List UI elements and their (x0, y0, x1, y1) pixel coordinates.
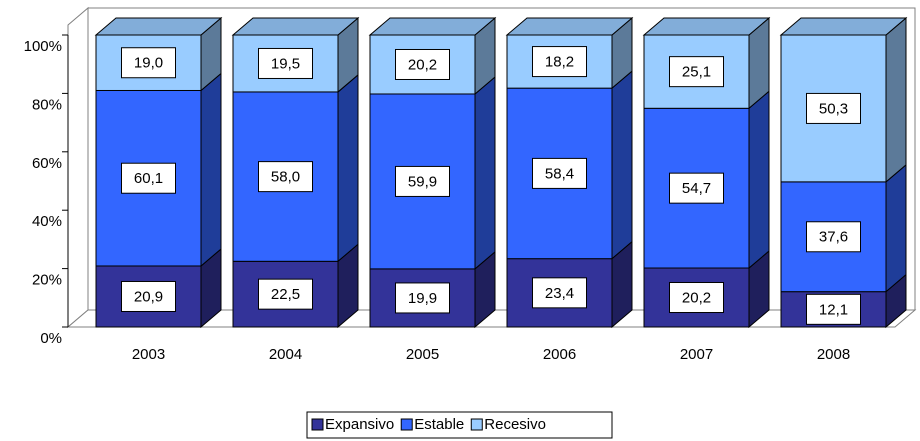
x-tick-label: 2003 (132, 346, 165, 363)
x-tick-label: 2008 (817, 346, 850, 363)
legend-swatch (400, 418, 413, 431)
data-label-box (121, 162, 176, 194)
data-label-box (532, 277, 587, 309)
bar-top (94, 17, 223, 36)
data-label-box (669, 172, 724, 204)
legend-label: Estable (414, 416, 464, 433)
bar-side (200, 72, 222, 268)
legend-swatch (470, 418, 483, 431)
bar-top (505, 17, 634, 36)
legend (306, 411, 613, 439)
data-label: 54,7 (682, 180, 711, 197)
y-tick-label: 0% (40, 330, 62, 347)
data-label: 18,2 (545, 54, 574, 71)
data-label-box (121, 280, 176, 312)
data-label: 12,1 (819, 301, 848, 318)
data-label: 19,9 (408, 290, 437, 307)
y-tick-label: 40% (32, 213, 62, 230)
data-label-box (258, 278, 313, 310)
bar-side (748, 90, 770, 270)
legend-swatch (311, 418, 324, 431)
data-label: 19,5 (271, 55, 300, 72)
bar-side (474, 75, 496, 270)
data-label: 58,0 (271, 169, 300, 186)
data-label: 22,5 (271, 286, 300, 303)
bar-top (642, 17, 771, 36)
data-label-box (395, 165, 450, 197)
side-wall (67, 6, 89, 329)
bar-top (779, 17, 908, 36)
data-label: 58,4 (545, 165, 574, 182)
bar-top (368, 17, 497, 36)
y-tick-label: 100% (24, 38, 62, 55)
data-label-box (532, 46, 587, 78)
data-label-box (532, 157, 587, 189)
data-label-box (669, 56, 724, 88)
legend-label: Expansivo (325, 416, 394, 433)
data-label-box (395, 48, 450, 80)
data-label: 19,0 (134, 55, 163, 72)
data-label: 37,6 (819, 229, 848, 246)
bar-top (231, 17, 360, 36)
data-label-box (395, 282, 450, 314)
bar-side (337, 73, 359, 263)
x-tick-label: 2006 (543, 346, 576, 363)
data-label: 20,9 (134, 288, 163, 305)
legend-label: Recesivo (484, 416, 546, 433)
data-label: 25,1 (682, 64, 711, 81)
data-label-box (806, 92, 861, 124)
x-tick-label: 2004 (269, 346, 302, 363)
y-tick-label: 80% (32, 96, 62, 113)
bar-side (611, 70, 633, 260)
x-tick-label: 2005 (406, 346, 439, 363)
data-label: 50,3 (819, 100, 848, 117)
data-label: 23,4 (545, 285, 574, 302)
data-label-box (806, 293, 861, 325)
data-label: 60,1 (134, 170, 163, 187)
data-label-box (806, 221, 861, 253)
bar-side (885, 163, 907, 293)
data-label-box (121, 47, 176, 79)
bar-side (885, 16, 907, 183)
data-label: 20,2 (682, 289, 711, 306)
data-label-box (258, 47, 313, 79)
y-tick-label: 20% (32, 272, 62, 289)
data-label-box (258, 161, 313, 193)
y-tick-label: 60% (32, 155, 62, 172)
x-tick-label: 2007 (680, 346, 713, 363)
data-label: 20,2 (408, 56, 437, 73)
data-label-box (669, 282, 724, 314)
data-label: 59,9 (408, 173, 437, 190)
